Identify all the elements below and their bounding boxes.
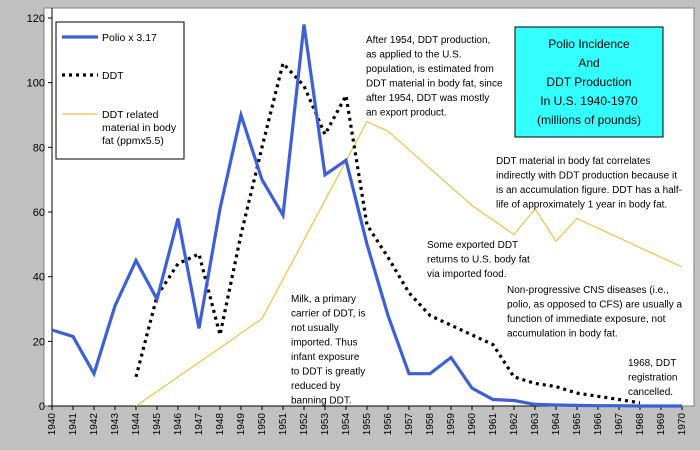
legend: Polio x 3.17 DDT DDT related material in bo… bbox=[55, 21, 185, 160]
annotation-line: after 1954, DDT was mostly bbox=[366, 93, 489, 104]
y-tick-label: 40 bbox=[33, 272, 45, 284]
annotation-line: life of approximately 1 year in body fat… bbox=[496, 200, 667, 211]
title-box: Polio Incidence And DDT Production In U.S. … bbox=[514, 26, 664, 138]
y-tick-label: 80 bbox=[33, 142, 45, 154]
x-tick-label: 1947 bbox=[194, 413, 205, 436]
annotations: After 1954, DDT production, as applied to… bbox=[291, 35, 683, 407]
annotation-line: population, is estimated from bbox=[366, 64, 494, 75]
x-tick-label: 1943 bbox=[110, 413, 121, 436]
x-tick-label: 1942 bbox=[89, 413, 100, 436]
annotation-line: as applied to the U.S. bbox=[366, 50, 462, 61]
annotation-after-1954: After 1954, DDT production, as applied to… bbox=[366, 35, 503, 119]
chart-title-line: DDT Production bbox=[546, 75, 631, 89]
annotation-line: function of immediate exposure, not bbox=[507, 314, 666, 325]
x-tick-label: 1955 bbox=[362, 413, 373, 436]
x-tick-label: 1970 bbox=[677, 413, 688, 436]
annotation-line: Non-progressive CNS diseases (i.e., bbox=[507, 285, 669, 296]
annotation-line: Milk, a primary bbox=[291, 294, 356, 305]
axes: 0 20 40 60 80 100 120 1940 1941 1942 1943 1944 1945 1… bbox=[27, 8, 688, 435]
annotation-line: accumulation in body fat. bbox=[507, 329, 618, 340]
x-tick-label: 1946 bbox=[173, 413, 184, 436]
y-tick-label: 20 bbox=[33, 336, 45, 348]
annotation-line: imported. Thus bbox=[291, 338, 358, 349]
x-tick-label: 1951 bbox=[278, 413, 289, 436]
annotation-line: banning DDT. bbox=[291, 396, 352, 407]
x-tick-label: 1967 bbox=[614, 413, 625, 436]
annotation-line: to DDT is greatly bbox=[291, 367, 365, 378]
x-tick-label: 1961 bbox=[488, 413, 499, 436]
annotation-1968-registration: 1968, DDT registration cancelled. bbox=[628, 358, 677, 398]
annotation-exported-returns: Some exported DDT returns to U.S. body fa… bbox=[427, 240, 530, 280]
annotation-line: indirectly with DDT production because i… bbox=[496, 171, 677, 182]
legend-label-line: DDT bbox=[102, 70, 124, 82]
annotation-line: carrier of DDT, is bbox=[291, 309, 365, 320]
legend-label-0: Polio x 3.17 bbox=[102, 32, 157, 44]
x-tick-label: 1959 bbox=[446, 413, 457, 436]
y-tick-label: 60 bbox=[33, 207, 45, 219]
series-line-1 bbox=[134, 60, 641, 405]
x-tick-label: 1957 bbox=[404, 413, 415, 436]
annotation-line: an export product. bbox=[366, 108, 447, 119]
chart-title-line: And bbox=[578, 56, 599, 70]
x-tick-label: 1965 bbox=[572, 413, 583, 436]
annotation-line: DDT material in body fat correlates bbox=[496, 156, 650, 167]
annotation-line: registration bbox=[628, 373, 677, 384]
x-tick-label: 1949 bbox=[236, 413, 247, 436]
legend-label-line: DDT related bbox=[102, 109, 159, 121]
x-tick-label: 1968 bbox=[635, 413, 646, 436]
annotation-body-fat-correlates: DDT material in body fat correlates indir… bbox=[496, 156, 682, 211]
series-layer bbox=[51, 24, 683, 408]
x-tick-label: 1954 bbox=[341, 413, 352, 436]
x-tick-label: 1941 bbox=[68, 413, 79, 436]
y-tick-label: 100 bbox=[27, 78, 45, 90]
x-tick-label: 1962 bbox=[509, 413, 520, 436]
x-tick-label: 1969 bbox=[656, 413, 667, 436]
legend-label-line: Polio x 3.17 bbox=[102, 32, 157, 44]
annotation-line: via imported food. bbox=[427, 269, 507, 280]
x-tick-label: 1944 bbox=[131, 413, 142, 436]
legend-label-2: DDT related material in body fat (ppmx5.5) bbox=[102, 109, 177, 147]
x-tick-label: 1956 bbox=[383, 413, 394, 436]
x-tick-label: 1952 bbox=[299, 413, 310, 436]
chart-title: Polio Incidence And DDT Production In U.S. … bbox=[537, 37, 641, 127]
annotation-line: reduced by bbox=[291, 381, 340, 392]
annotation-line: not usually bbox=[291, 323, 339, 334]
annotation-non-progressive: Non-progressive CNS diseases (i.e., polio… bbox=[507, 285, 683, 340]
annotation-line: After 1954, DDT production, bbox=[366, 35, 490, 46]
legend-box bbox=[55, 21, 185, 160]
x-tick-label: 1966 bbox=[593, 413, 604, 436]
annotation-line: cancelled. bbox=[628, 387, 673, 398]
x-tick-label: 1948 bbox=[215, 413, 226, 436]
y-tick-label: 0 bbox=[39, 401, 45, 413]
annotation-line: DDT material in body fat, since bbox=[366, 79, 503, 90]
series-line-2 bbox=[135, 120, 683, 407]
x-tick-label: 1945 bbox=[152, 413, 163, 436]
annotation-line: returns to U.S. body fat bbox=[427, 255, 530, 266]
annotation-milk: Milk, a primary carrier of DDT, is not usu… bbox=[291, 294, 365, 407]
chart-title-line: Polio Incidence bbox=[548, 37, 630, 51]
x-tick-label: 1964 bbox=[551, 413, 562, 436]
x-tick-label: 1958 bbox=[425, 413, 436, 436]
series-line-0 bbox=[51, 24, 682, 408]
x-tick-label: 1963 bbox=[530, 413, 541, 436]
legend-label-line: fat (ppmx5.5) bbox=[102, 135, 164, 147]
legend-label-line: material in body bbox=[102, 122, 177, 134]
annotation-line: is an accumulation figure. DDT has a hal… bbox=[496, 185, 682, 196]
title-background bbox=[514, 26, 664, 138]
x-tick-label: 1953 bbox=[320, 413, 331, 436]
chart-title-line: (millions of pounds) bbox=[537, 113, 641, 127]
chart-title-line: In U.S. 1940-1970 bbox=[540, 94, 638, 108]
legend-label-1: DDT bbox=[102, 70, 124, 82]
annotation-line: Some exported DDT bbox=[427, 240, 518, 251]
annotation-line: 1968, DDT bbox=[628, 358, 676, 369]
x-tick-label: 1950 bbox=[257, 413, 268, 436]
annotation-line: infant exposure bbox=[291, 352, 360, 363]
y-tick-label: 120 bbox=[27, 13, 45, 25]
x-tick-label: 1940 bbox=[47, 413, 58, 436]
x-tick-label: 1960 bbox=[467, 413, 478, 436]
annotation-line: polio, as opposed to CFS) are usually a bbox=[507, 300, 683, 311]
